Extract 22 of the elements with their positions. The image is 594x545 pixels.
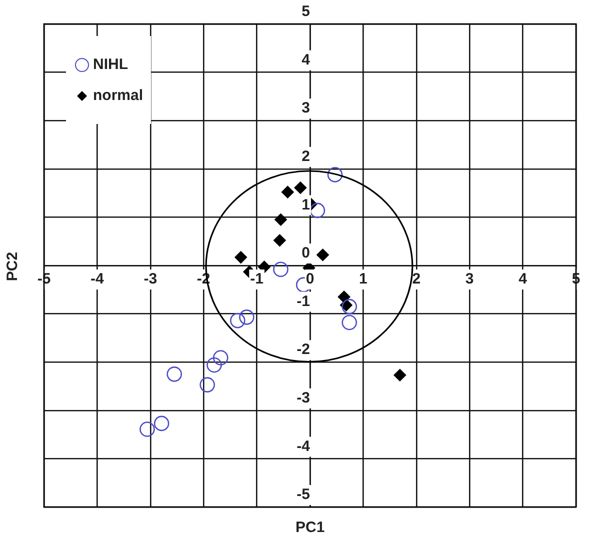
x-tick-label: 3 [465,270,474,288]
x-axis-title: PC1 [296,519,325,536]
x-tick-label: -3 [144,270,158,288]
x-tick-label: -4 [90,270,105,288]
legend-label: NIHL [93,56,128,73]
y-tick-label: 5 [302,3,310,20]
y-tick-label: 0 [302,244,310,262]
y-tick-label: -2 [296,341,310,358]
x-tick-label: 1 [359,270,368,288]
y-tick-label: 2 [302,148,310,166]
y-tick-label: 1 [302,196,310,214]
y-tick-label: -3 [296,390,310,407]
x-tick-label: -1 [250,270,264,288]
y-axis-title: PC2 [4,251,21,281]
y-tick-label: 3 [302,100,310,117]
x-tick-label: 4 [518,270,528,288]
legend-label: normal [93,87,144,104]
y-tick-label: -4 [296,438,311,455]
y-tick-label: -1 [296,292,310,310]
y-tick-label: 4 [302,51,311,68]
y-tick-label: -5 [296,486,310,504]
x-tick-label: 2 [412,270,421,288]
